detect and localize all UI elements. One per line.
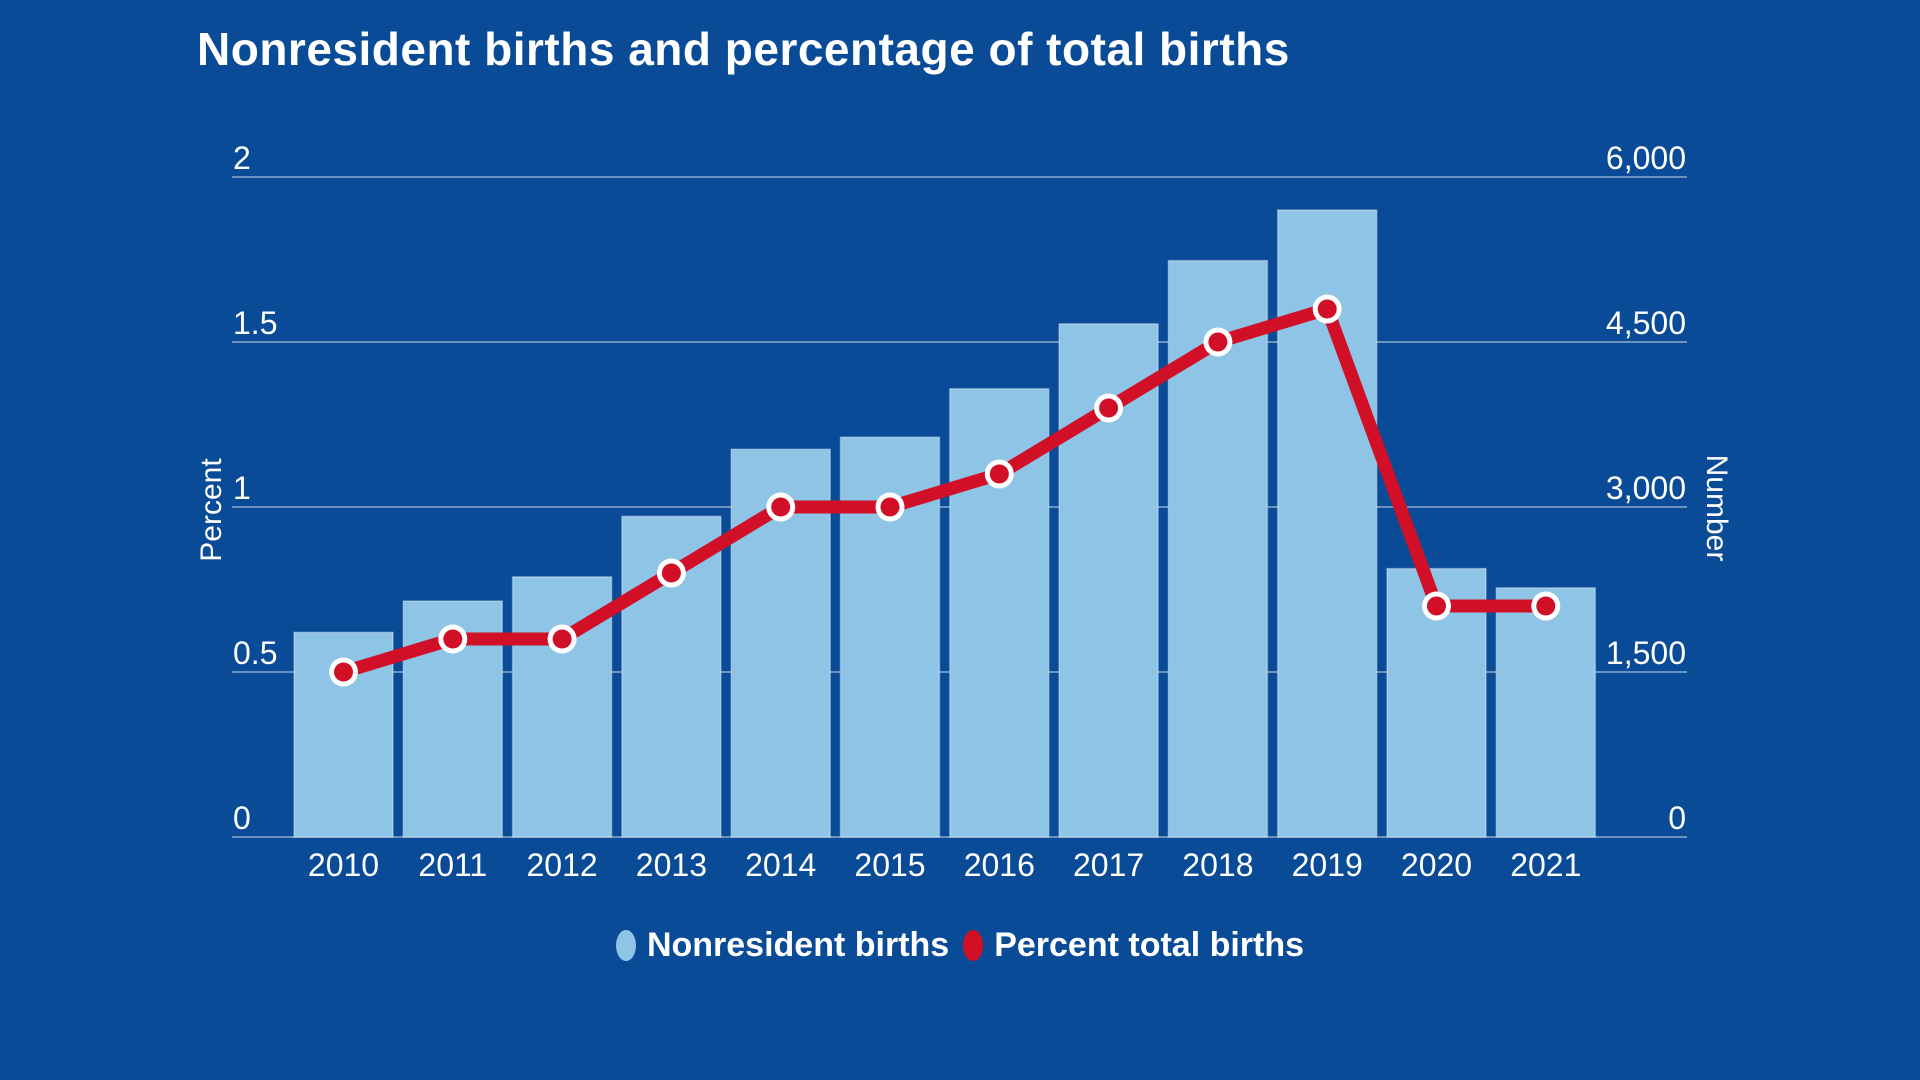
chart-title: Nonresident births and percentage of tot… <box>197 23 1290 75</box>
x-axis-label-2011: 2011 <box>418 847 487 883</box>
x-axis-label-2015: 2015 <box>854 847 925 883</box>
right-axis-tick-label: 1,500 <box>1606 635 1686 671</box>
x-axis-label-2013: 2013 <box>636 847 707 883</box>
x-axis-label-2017: 2017 <box>1073 847 1144 883</box>
right-axis-title: Number <box>1700 454 1733 562</box>
x-axis-label-2014: 2014 <box>745 847 816 883</box>
bar-2013 <box>621 515 722 838</box>
legend: Nonresident births Percent total births <box>0 926 1920 965</box>
nonresident-births-dot-icon <box>615 930 636 961</box>
legend-item-percent-total-births: Percent total births <box>963 926 1304 965</box>
point-2019 <box>1317 299 1337 319</box>
x-axis-label-2019: 2019 <box>1292 847 1363 883</box>
x-axis-label-2020: 2020 <box>1401 847 1472 883</box>
x-axis-label-2016: 2016 <box>964 847 1035 883</box>
x-axis-label-2021: 2021 <box>1510 847 1581 883</box>
point-2012 <box>552 629 572 649</box>
left-axis-tick-label: 1.5 <box>233 305 277 341</box>
point-2015 <box>880 497 900 517</box>
x-axis-label-2018: 2018 <box>1182 847 1253 883</box>
left-axis-title: Percent <box>195 458 228 562</box>
point-2014 <box>771 497 791 517</box>
legend-item-nonresident-births: Nonresident births <box>615 926 950 965</box>
right-axis-tick-label: 0 <box>1668 800 1686 836</box>
point-2011 <box>443 629 463 649</box>
legend-label-nonresident-births: Nonresident births <box>646 926 950 964</box>
x-axis-label-2010: 2010 <box>308 847 379 883</box>
x-axis-label-2012: 2012 <box>527 847 598 883</box>
right-axis-tick-label: 3,000 <box>1606 470 1686 506</box>
bar-2021 <box>1495 587 1597 838</box>
percent-total-births-dot-icon <box>963 930 984 961</box>
point-2020 <box>1427 596 1446 616</box>
left-axis-tick-label: 2 <box>233 140 251 176</box>
right-axis-tick-label: 6,000 <box>1606 140 1686 176</box>
point-2017 <box>1099 398 1119 418</box>
left-axis-tick-label: 1 <box>233 470 251 506</box>
left-axis-tick-label: 0.5 <box>233 635 277 671</box>
right-axis-tick-label: 4,500 <box>1606 305 1686 341</box>
percent-line <box>337 302 1553 679</box>
point-2013 <box>661 563 681 583</box>
legend-label-percent-total-births: Percent total births <box>994 926 1305 964</box>
point-2016 <box>989 464 1009 484</box>
point-2010 <box>334 662 353 682</box>
point-2021 <box>1536 596 1556 616</box>
left-axis-tick-label: 0 <box>233 800 251 836</box>
point-2018 <box>1208 332 1228 352</box>
